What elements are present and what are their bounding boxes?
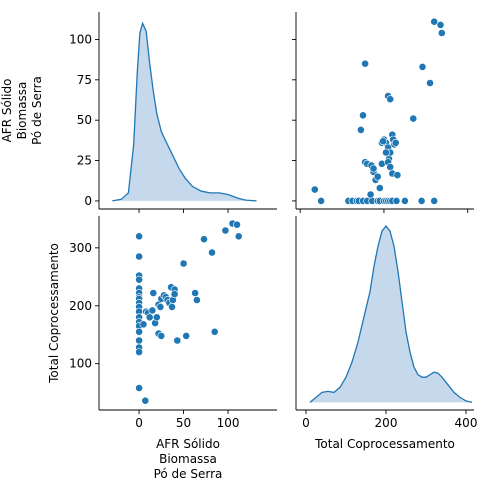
scatter-point: [145, 313, 154, 322]
scatter-point: [200, 235, 208, 244]
scatter-point: [430, 17, 439, 26]
x-tick-label: 0: [135, 416, 143, 430]
scatter-point: [361, 59, 369, 68]
x-axis-title: AFR Sólido Biomassa Pó de Serra: [154, 437, 223, 481]
scatter-point: [156, 302, 165, 311]
scatter-point: [418, 63, 427, 71]
scatter-point: [430, 196, 439, 205]
scatter-point: [392, 196, 401, 205]
y-tick-label: 25: [77, 154, 92, 168]
scatter-point: [139, 320, 148, 329]
scatter-point: [317, 196, 325, 205]
y-tick-label: 75: [77, 73, 92, 87]
scatter-point: [437, 29, 446, 37]
x-tick-label: 0: [302, 416, 310, 430]
panel-scatter-upper: [292, 12, 474, 213]
x-tick-label: 400: [455, 416, 478, 430]
scatter-point: [436, 20, 445, 29]
scatter-point: [191, 289, 199, 297]
kde-area: [310, 226, 472, 403]
scatter-point: [135, 252, 143, 261]
y-tick-label: 50: [77, 113, 92, 127]
scatter-point: [135, 336, 143, 345]
scatter-point: [135, 327, 143, 336]
x-tick-label: 100: [217, 416, 240, 430]
scatter-point: [149, 289, 158, 297]
kde-area: [112, 23, 257, 201]
scatter-point: [417, 196, 426, 205]
scatter-point: [382, 148, 390, 157]
y-axis-title: Total Coprocessamento: [47, 243, 61, 384]
y-axis-title: AFR SólidoBiomassaPó de Serra: [0, 76, 44, 145]
scatter-point: [234, 232, 243, 241]
scatter-point: [409, 114, 418, 123]
scatter-point: [310, 185, 319, 194]
scatter-point: [391, 138, 400, 147]
panel-scatter-lower: 0 50 100 100 200 300 AFR Sólido Biomassa Pó de S…: [47, 216, 277, 481]
scatter-point: [135, 348, 143, 356]
scatter-point: [173, 336, 182, 345]
scatter-point: [179, 259, 188, 268]
x-axis-title: Total Coprocessamento: [314, 437, 455, 451]
scatter-point: [386, 95, 395, 104]
kde-line: [112, 21, 257, 202]
scatter-point: [356, 125, 365, 134]
scatter-point: [135, 232, 143, 241]
scatter-point: [221, 226, 230, 235]
scatter-point: [369, 164, 378, 173]
x-tick-label: 50: [176, 416, 191, 430]
scatter-point: [426, 79, 434, 87]
scatter-point: [359, 111, 367, 120]
scatter-point: [182, 331, 191, 340]
scatter-point: [400, 196, 409, 205]
scatter-point: [366, 190, 375, 199]
y-tick-label: 300: [69, 241, 92, 255]
y-tick-label: 100: [69, 357, 92, 371]
scatter-point: [373, 172, 382, 181]
y-tick-label: 100: [69, 32, 92, 46]
scatter-point: [192, 296, 201, 304]
scatter-point: [386, 163, 395, 171]
scatter-point: [148, 306, 157, 315]
scatter-point: [135, 275, 143, 284]
x-tick-label: 200: [375, 416, 398, 430]
y-tick-label: 0: [84, 194, 92, 208]
scatter-point: [379, 137, 387, 146]
scatter-point: [393, 171, 402, 179]
scatter-point: [152, 313, 161, 322]
scatter-point: [168, 302, 176, 311]
kde-line: [309, 225, 473, 404]
scatter-point: [375, 184, 384, 192]
scatter-point: [233, 220, 241, 229]
scatter-point: [208, 248, 216, 257]
scatter-point: [141, 396, 150, 405]
scatter-point: [157, 331, 166, 340]
scatter-point: [170, 290, 179, 299]
scatter-point: [210, 327, 219, 336]
y-tick-label: 200: [69, 299, 92, 313]
panel-kde-afr: 0 25 50 75 100 AFR SólidoBiomassaPó de Serra: [0, 12, 277, 213]
scatter-point: [135, 384, 143, 392]
